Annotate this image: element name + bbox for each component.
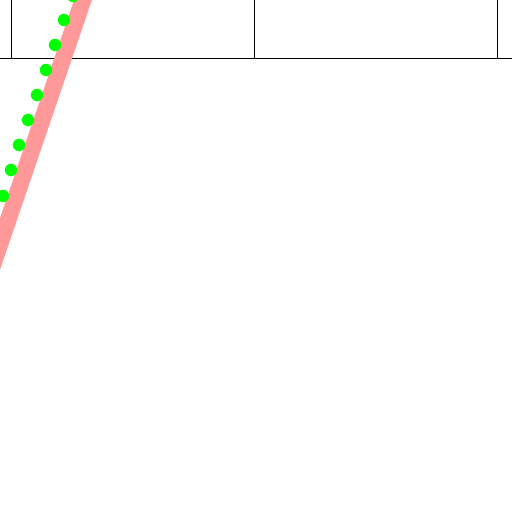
pink-diagonal-band [0, 0, 92, 270]
pink-band-layer [0, 0, 92, 270]
green-dot-2 [57, 13, 71, 27]
green-dot-7 [12, 138, 26, 152]
green-dot-8 [4, 163, 18, 177]
green-dot-3 [48, 38, 62, 52]
green-dot-5 [30, 88, 44, 102]
green-dot-4 [39, 63, 53, 77]
green-dot-1 [68, 0, 78, 3]
green-dot-6 [21, 113, 35, 127]
green-dot-trail [0, 0, 78, 203]
green-dot-9 [0, 189, 10, 203]
grid-lines [0, 0, 512, 59]
